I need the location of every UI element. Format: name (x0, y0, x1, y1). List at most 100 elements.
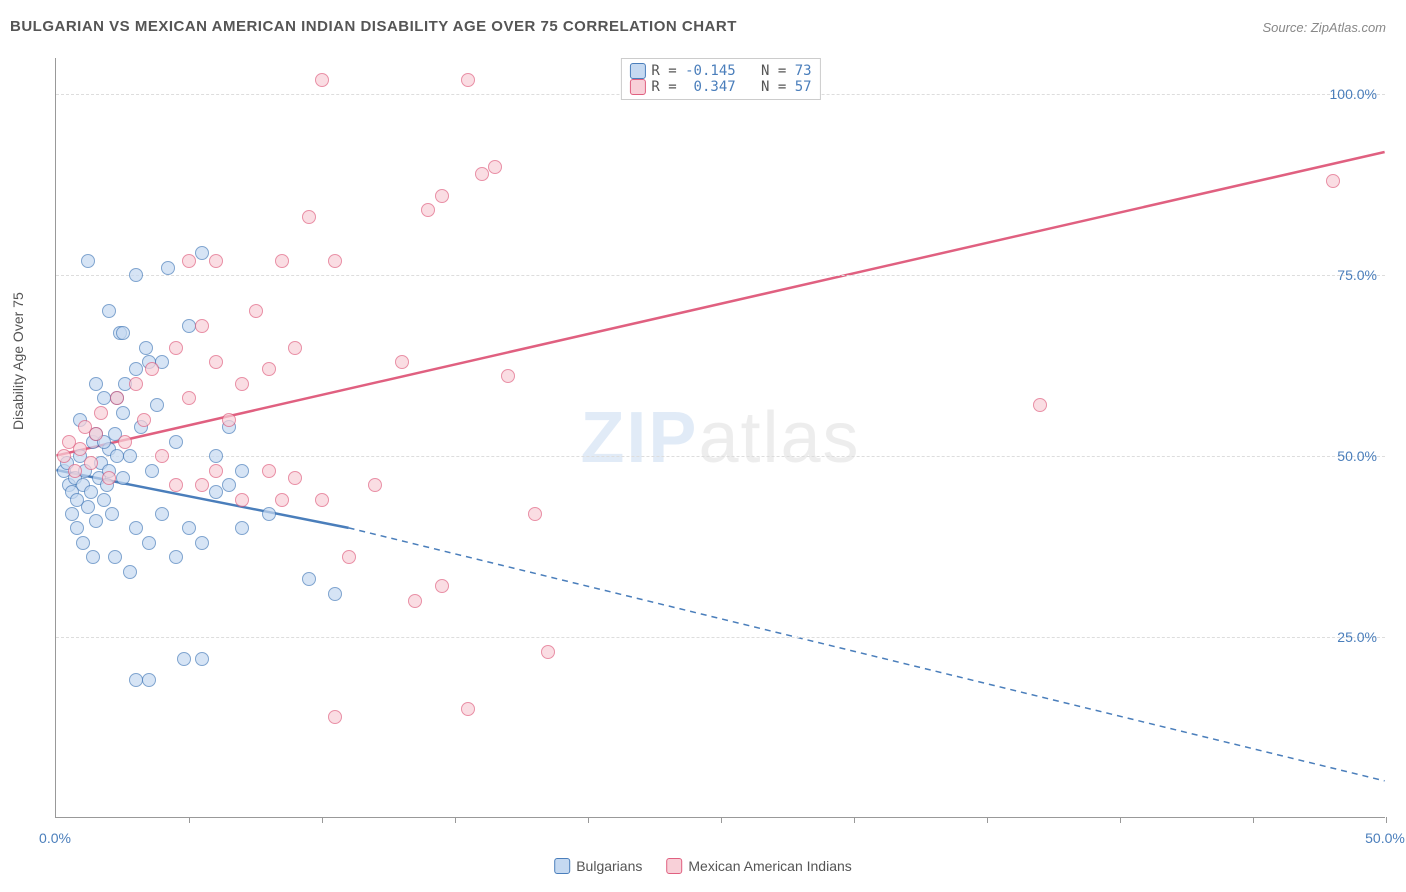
x-tick-mark (854, 817, 855, 823)
series-legend: Bulgarians Mexican American Indians (554, 858, 852, 874)
legend-row: R = -0.145 N = 73 (629, 63, 811, 79)
scatter-point (435, 579, 449, 593)
legend-item: Mexican American Indians (666, 858, 851, 874)
scatter-point (81, 500, 95, 514)
scatter-point (169, 478, 183, 492)
scatter-point (129, 268, 143, 282)
scatter-point (461, 73, 475, 87)
scatter-point (368, 478, 382, 492)
scatter-point (235, 377, 249, 391)
scatter-point (541, 645, 555, 659)
legend-label: Bulgarians (576, 858, 642, 874)
scatter-point (262, 362, 276, 376)
x-tick-label: 0.0% (39, 830, 71, 846)
scatter-point (315, 73, 329, 87)
scatter-point (275, 254, 289, 268)
scatter-point (288, 471, 302, 485)
source-label: Source: ZipAtlas.com (1262, 20, 1386, 35)
scatter-point (142, 536, 156, 550)
scatter-point (110, 449, 124, 463)
x-tick-mark (1120, 817, 1121, 823)
scatter-point (328, 254, 342, 268)
scatter-point (408, 594, 422, 608)
x-tick-mark (588, 817, 589, 823)
scatter-point (84, 456, 98, 470)
scatter-point (108, 550, 122, 564)
x-tick-mark (987, 817, 988, 823)
chart-title: BULGARIAN VS MEXICAN AMERICAN INDIAN DIS… (10, 18, 737, 35)
scatter-point (105, 507, 119, 521)
trend-lines-svg (56, 58, 1385, 817)
scatter-point (302, 572, 316, 586)
legend-swatch (629, 79, 645, 95)
y-axis-label: Disability Age Over 75 (10, 292, 26, 430)
gridline (56, 275, 1385, 276)
scatter-point (89, 427, 103, 441)
scatter-point (195, 478, 209, 492)
watermark-atlas: atlas (698, 398, 860, 478)
scatter-point (129, 673, 143, 687)
chart-container: BULGARIAN VS MEXICAN AMERICAN INDIAN DIS… (10, 10, 1396, 882)
x-tick-mark (1253, 817, 1254, 823)
scatter-point (65, 507, 79, 521)
scatter-point (68, 464, 82, 478)
scatter-point (70, 521, 84, 535)
scatter-point (209, 254, 223, 268)
scatter-point (209, 485, 223, 499)
scatter-point (169, 435, 183, 449)
scatter-point (57, 449, 71, 463)
scatter-point (150, 398, 164, 412)
x-tick-mark (322, 817, 323, 823)
scatter-point (169, 341, 183, 355)
x-tick-mark (455, 817, 456, 823)
scatter-point (328, 587, 342, 601)
scatter-point (94, 406, 108, 420)
scatter-point (288, 341, 302, 355)
scatter-point (145, 362, 159, 376)
x-tick-mark (189, 817, 190, 823)
scatter-point (342, 550, 356, 564)
legend-item: Bulgarians (554, 858, 642, 874)
plot-area: ZIPatlas R = -0.145 N = 73R = 0.347 N = … (55, 58, 1385, 818)
scatter-point (76, 536, 90, 550)
scatter-point (528, 507, 542, 521)
scatter-point (123, 449, 137, 463)
legend-swatch (629, 63, 645, 79)
scatter-point (84, 485, 98, 499)
scatter-point (235, 493, 249, 507)
scatter-point (129, 377, 143, 391)
scatter-point (435, 189, 449, 203)
scatter-point (155, 449, 169, 463)
correlation-legend: R = -0.145 N = 73R = 0.347 N = 57 (620, 58, 820, 100)
x-tick-mark (1386, 817, 1387, 823)
scatter-point (81, 254, 95, 268)
legend-text: R = -0.145 N = 73 (651, 63, 811, 79)
scatter-point (235, 521, 249, 535)
scatter-point (102, 471, 116, 485)
scatter-point (97, 493, 111, 507)
legend-swatch (554, 858, 570, 874)
scatter-point (169, 550, 183, 564)
y-tick-label: 75.0% (1337, 267, 1377, 283)
x-tick-mark (721, 817, 722, 823)
scatter-point (116, 406, 130, 420)
scatter-point (116, 471, 130, 485)
scatter-point (116, 326, 130, 340)
scatter-point (129, 362, 143, 376)
scatter-point (102, 304, 116, 318)
scatter-point (142, 673, 156, 687)
scatter-point (488, 160, 502, 174)
scatter-point (501, 369, 515, 383)
scatter-point (137, 413, 151, 427)
x-tick-label: 50.0% (1365, 830, 1405, 846)
scatter-point (209, 464, 223, 478)
scatter-point (182, 521, 196, 535)
legend-text: R = 0.347 N = 57 (651, 79, 811, 95)
watermark-zip: ZIP (580, 398, 698, 478)
scatter-point (195, 652, 209, 666)
scatter-point (118, 435, 132, 449)
scatter-point (249, 304, 263, 318)
scatter-point (182, 319, 196, 333)
scatter-point (145, 464, 159, 478)
scatter-point (262, 507, 276, 521)
